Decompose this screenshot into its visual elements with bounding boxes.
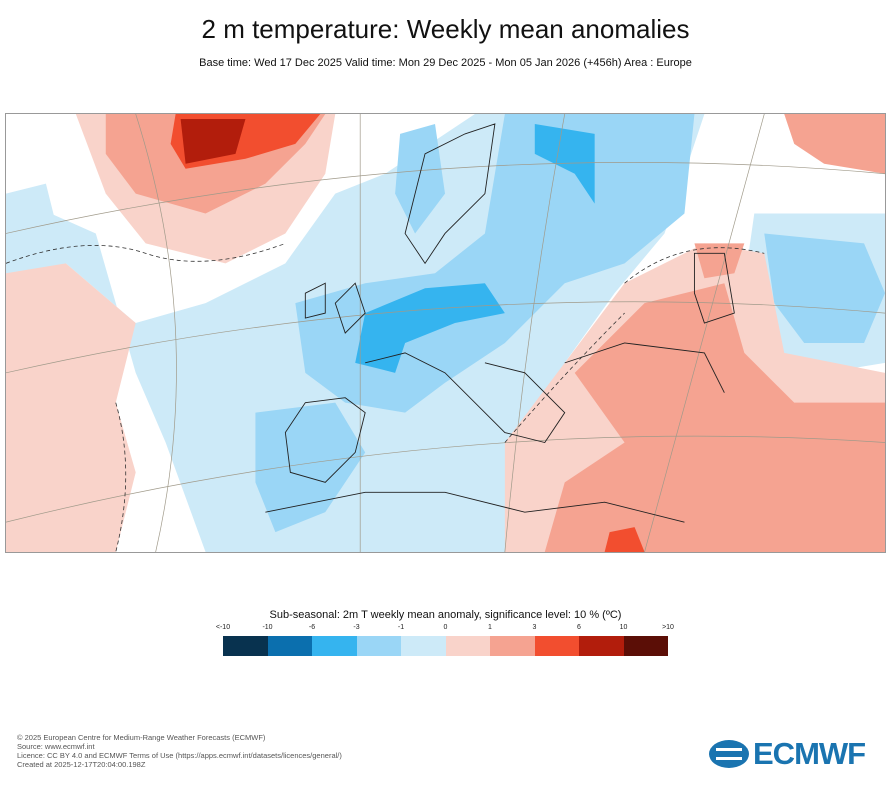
anomaly-dark-blue-north [534,123,595,204]
colorbar-swatch [623,636,668,656]
source-line: Source: www.ecmwf.int [17,742,95,751]
anomaly-medium-blue-east [764,233,885,343]
ecmwf-logo-text: ECMWF [753,736,866,771]
legend-label: 3 [532,624,537,631]
legend-label: -6 [308,624,316,631]
colorbar-swatch [490,636,535,656]
legend-label: 6 [577,624,581,631]
created-line: Created at 2025-12-17T20:04:00.198Z [17,760,146,769]
anomaly-medium-red-southeast [544,283,885,552]
coastlines [265,123,735,523]
anomaly-red-africa [604,527,645,552]
legend-label: <-10 [215,624,231,631]
legend-title: Sub-seasonal: 2m T weekly mean anomaly, … [269,609,622,621]
significance-contours [6,243,765,552]
legend-label: -3 [353,624,360,631]
colorbar-swatch [579,636,624,656]
anomaly-light-red-atlantic [6,263,136,552]
anomaly-medium-blue-iberia [255,402,366,533]
colorbar-swatch [534,636,579,656]
anomaly-dark-blue-region [355,283,505,373]
anomaly-medium-red-northeast [784,114,885,174]
legend-label: >10 [662,624,674,631]
graticule [6,114,885,552]
colorbar-swatch [223,636,268,656]
footer-credits: © 2025 European Centre for Medium-Range … [17,733,342,769]
anomaly-darkred-greenland [180,118,246,164]
colorbar-swatch [312,636,357,656]
anomaly-medium-red-caspian [694,243,745,279]
colorbar [223,636,668,656]
legend-label: -10 [262,624,273,631]
colorbar-swatch [445,636,490,656]
licence-line: Licence: CC BY 4.0 and ECMWF Terms of Us… [17,751,342,760]
anomaly-medium-blue-north [395,123,446,234]
legend-label: 10 [619,624,628,631]
legend-label: 1 [488,624,492,631]
copyright-line: © 2025 European Centre for Medium-Range … [17,733,266,742]
colorbar-swatch [356,636,401,656]
anomaly-map [5,113,886,553]
colorbar-swatch [401,636,446,656]
legend-label: 0 [443,624,448,631]
ecmwf-emblem-icon [709,740,749,768]
legend-labels: <-10 -10 -6 -3 -1 0 1 3 6 10 >10 [216,624,674,634]
chart-subtitle: Base time: Wed 17 Dec 2025 Valid time: M… [199,57,692,69]
chart-title: 2 m temperature: Weekly mean anomalies [201,14,690,44]
colorbar-swatch [267,636,312,656]
legend-label: -1 [397,624,405,631]
ecmwf-logo: ECMWF [708,736,866,772]
